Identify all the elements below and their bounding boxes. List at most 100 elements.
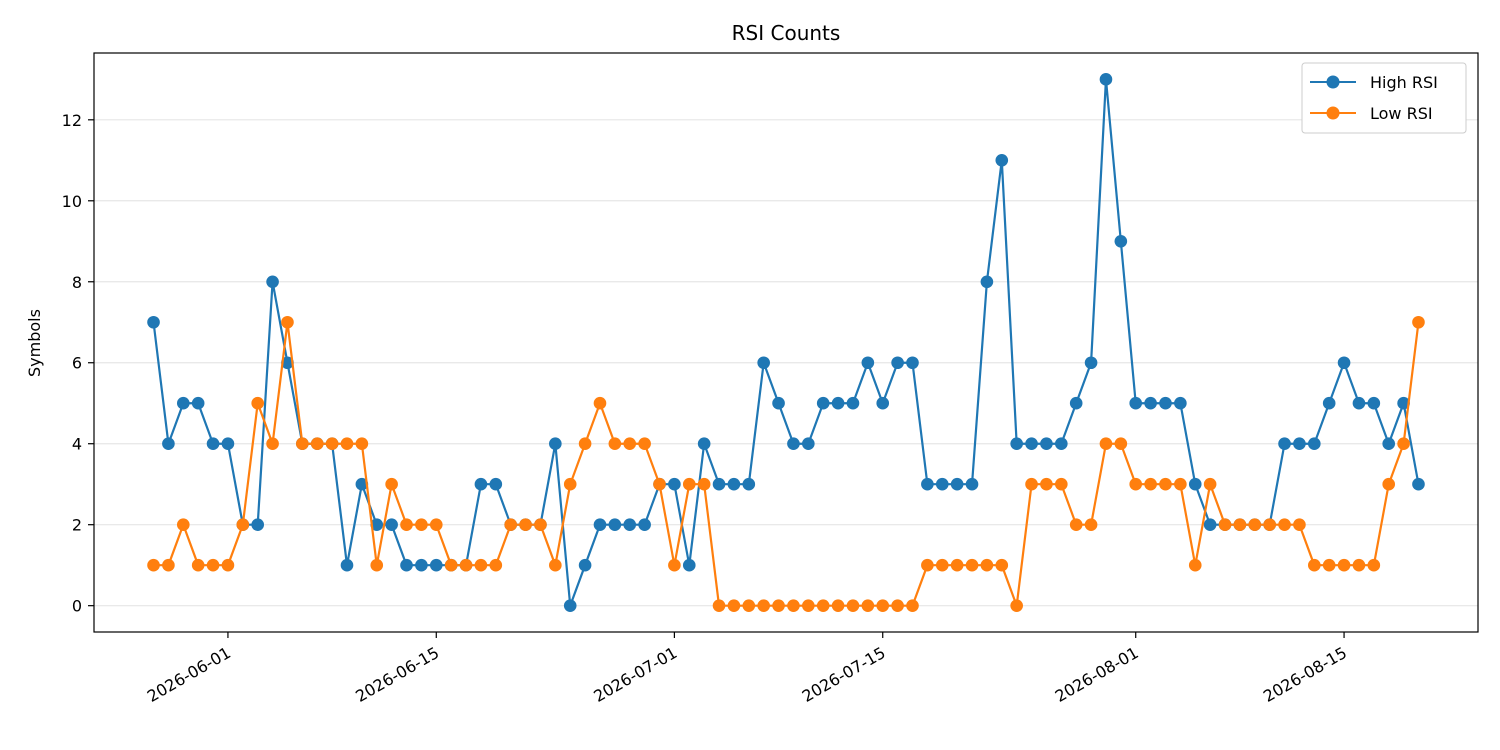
data-point [906,599,919,612]
data-point [444,558,458,572]
data-point [593,396,607,410]
data-point [1337,356,1351,370]
data-point [251,518,264,531]
data-point [578,558,592,572]
plot-frame [93,52,1479,633]
data-point [668,558,681,572]
series-high-rsi [147,73,1425,612]
data-point [1099,437,1113,451]
data-point [1412,477,1425,491]
data-point [980,275,994,289]
data-point [1084,518,1098,531]
data-point [1293,518,1306,531]
data-point [1308,437,1321,451]
y-axis-label: Symbols [25,309,44,377]
series-line [152,78,1420,607]
data-point [221,558,235,572]
data-point [682,558,696,572]
data-point [1040,477,1053,491]
data-point [950,558,964,572]
data-point [162,558,175,572]
data-point [385,518,398,531]
data-point [549,558,562,572]
data-point [1308,558,1321,572]
data-point [876,396,890,410]
series-layer [147,73,1425,612]
data-point [549,437,562,451]
y-tick-label: 6 [72,354,82,373]
data-point [1248,518,1262,531]
data-point [802,599,815,612]
data-point [221,437,235,451]
series-line [153,321,1420,607]
data-point [697,437,711,451]
data-point [935,477,949,491]
legend-marker-high-rsi [1326,75,1340,89]
y-tick-label: 8 [72,273,82,292]
data-point [1188,477,1202,491]
data-point [1129,396,1143,410]
data-point [281,315,294,329]
data-point [712,599,726,612]
data-point [1069,518,1083,531]
data-point [608,437,622,451]
data-point [1084,356,1098,370]
data-point [1352,558,1366,572]
data-point [831,396,845,410]
data-point [429,518,443,531]
data-point [1099,73,1113,86]
data-point [638,437,651,451]
legend-label-high-rsi: High RSI [1370,73,1438,92]
data-point [1144,477,1157,491]
data-point [325,437,339,451]
data-point [176,396,190,410]
data-point [415,518,428,531]
data-point [980,558,994,572]
data-point [846,396,860,410]
data-point [385,477,398,491]
data-point [1069,396,1083,410]
data-point [876,599,890,612]
data-point [266,437,279,451]
data-point [950,477,964,491]
data-point [1010,599,1023,612]
data-point [1263,518,1276,531]
data-point [429,558,443,572]
data-point [1337,558,1351,572]
series-low-rsi [147,315,1425,612]
data-point [415,558,428,572]
data-point [965,558,979,572]
data-point [727,477,741,491]
data-point [816,599,830,612]
data-point [623,518,637,531]
data-point [1233,518,1247,531]
data-point [1278,437,1291,451]
data-point [534,518,547,531]
y-tick-label: 4 [72,435,82,454]
data-point [921,558,934,572]
data-point [861,356,875,370]
data-point [593,518,607,531]
y-tick-label: 12 [62,111,82,130]
data-point [608,518,622,531]
data-point [176,518,190,531]
data-point [802,437,815,451]
data-point [921,477,934,491]
data-point [1322,396,1336,410]
data-point [206,558,220,572]
data-point [831,599,845,612]
data-point [504,518,517,531]
data-point [668,477,681,491]
data-point [1025,437,1038,451]
data-point [266,275,279,289]
data-point [355,437,369,451]
data-point [1367,558,1381,572]
data-point [1382,477,1396,491]
y-tick-label: 2 [72,516,82,535]
data-point [1188,558,1202,572]
data-point [1203,477,1217,491]
data-point [340,558,354,572]
data-point [757,356,770,370]
data-point [1114,234,1128,248]
